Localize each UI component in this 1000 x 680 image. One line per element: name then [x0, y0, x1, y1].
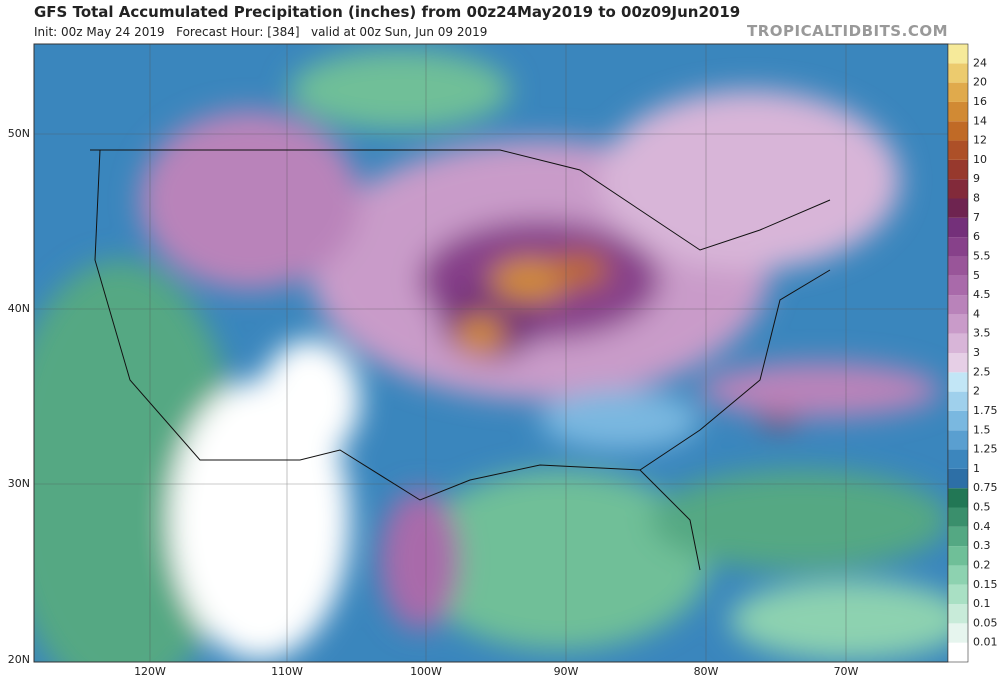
colorbar-swatch: [948, 217, 968, 238]
colorbar-label: 4: [973, 307, 980, 320]
lat-label: 50N: [8, 127, 30, 140]
lon-label: 80W: [694, 665, 719, 678]
colorbar-swatch: [948, 507, 968, 527]
colorbar-label: 0.2: [973, 558, 991, 571]
boundaries: [90, 149, 831, 571]
colorbar-swatch: [948, 623, 968, 643]
colorbar-label: 1.75: [973, 404, 998, 417]
colorbar-swatch: [948, 159, 968, 180]
colorbar-label: 20: [973, 76, 987, 89]
colorbar-swatch: [948, 546, 968, 566]
colorbar-swatch: [948, 237, 968, 257]
title: GFS Total Accumulated Precipitation (inc…: [34, 3, 741, 21]
colorbar-swatch: [948, 82, 968, 102]
colorbar-label: 14: [973, 114, 987, 127]
lon-label: 90W: [554, 665, 579, 678]
colorbar-label: 3: [973, 346, 980, 359]
subtitle: Init: 00z May 24 2019 Forecast Hour: [38…: [34, 25, 488, 39]
colorbar-label: 1.25: [973, 443, 998, 456]
colorbar-label: 0.3: [973, 539, 991, 552]
colorbar-swatch: [948, 584, 968, 605]
colorbar-swatch: [948, 353, 968, 373]
colorbar-label: 0.1: [973, 597, 991, 610]
colorbar-label: 16: [973, 95, 987, 108]
colorbar-swatch: [948, 468, 968, 489]
colorbar-swatch: [948, 526, 968, 547]
colorbar-label: 0.5: [973, 501, 991, 514]
colorbar-swatch: [948, 642, 968, 662]
colorbar-label: 3.5: [973, 327, 991, 340]
colorbar-swatch: [948, 256, 968, 276]
lat-label: 20N: [8, 653, 30, 666]
colorbar-label: 2.5: [973, 365, 991, 378]
colorbar-swatch: [948, 333, 968, 353]
colorbar-label: 10: [973, 153, 987, 166]
colorbar-swatch: [948, 604, 968, 624]
colorbar-swatch: [948, 372, 968, 392]
lon-label: 100W: [410, 665, 442, 678]
lon-label: 110W: [271, 665, 303, 678]
colorbar-swatch: [948, 275, 968, 296]
colorbar-label: 24: [973, 56, 987, 69]
colorbar-label: 0.05: [973, 616, 998, 629]
colorbar-label: 4.5: [973, 288, 991, 301]
colorbar-label: 1.5: [973, 423, 991, 436]
colorbar-label: 6: [973, 230, 980, 243]
colorbar-label: 8: [973, 192, 980, 205]
colorbar-frame: [947, 43, 969, 663]
colorbar-label: 12: [973, 134, 987, 147]
colorbar-swatch: [948, 449, 968, 469]
colorbar-label: 0.15: [973, 578, 998, 591]
colorbar-label: 0.75: [973, 481, 998, 494]
colorbar-label: 0.01: [973, 636, 998, 649]
colorbar-swatch: [948, 314, 968, 334]
colorbar-swatch: [948, 179, 968, 199]
colorbar-label: 1: [973, 462, 980, 475]
lon-label: 120W: [134, 665, 166, 678]
colorbar-swatch: [948, 121, 968, 141]
colorbar-swatch: [948, 198, 968, 218]
colorbar-swatch: [948, 44, 968, 64]
precip-field: [34, 44, 948, 662]
lat-label: 30N: [8, 477, 30, 490]
site-credit: TROPICALTIDBITS.COM: [747, 22, 948, 40]
colorbar-swatch: [948, 410, 968, 431]
colorbar-label: 9: [973, 172, 980, 185]
colorbar-swatch: [948, 101, 968, 122]
colorbar-label: 5: [973, 269, 980, 282]
colorbar-label: 5.5: [973, 249, 991, 262]
colorbar-swatch: [948, 140, 968, 160]
colorbar-swatch: [948, 565, 968, 585]
colorbar-swatch: [948, 430, 968, 450]
colorbar-label: 0.4: [973, 520, 991, 533]
lat-label: 40N: [8, 302, 30, 315]
lon-label: 70W: [834, 665, 859, 678]
colorbar-label: 7: [973, 211, 980, 224]
colorbar-swatch: [948, 63, 968, 83]
colorbar-swatch: [948, 488, 968, 508]
colorbar-label: 2: [973, 385, 980, 398]
colorbar-swatch: [948, 391, 968, 411]
colorbar-swatch: [948, 295, 968, 315]
